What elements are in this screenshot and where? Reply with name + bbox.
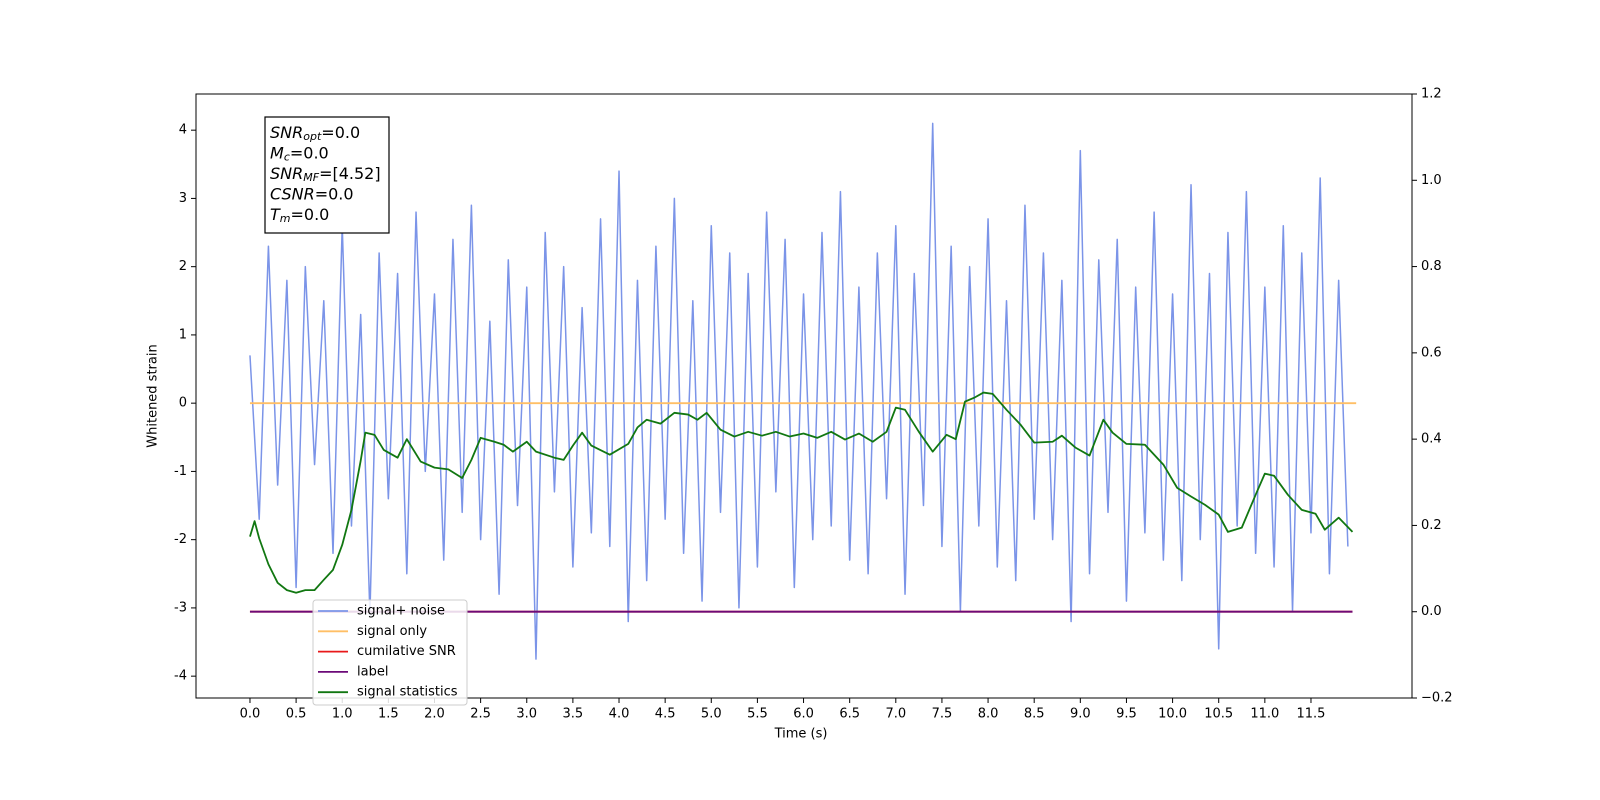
x-tick-label: 6.5 xyxy=(839,707,860,722)
annotation: SNRMF=[4.52] xyxy=(270,164,381,185)
plot-frame xyxy=(195,93,1413,699)
annotation: Mc=0.0 xyxy=(270,143,329,164)
legend-label: signal only xyxy=(357,624,427,639)
x-tick-label: 8.0 xyxy=(978,707,999,722)
y2-tick-label: −0.2 xyxy=(1421,691,1453,706)
x-tick-label: 8.5 xyxy=(1024,707,1045,722)
x-tick-label: 7.5 xyxy=(932,707,953,722)
x-tick-label: 11.5 xyxy=(1296,707,1325,722)
annotation-value: =0.0 xyxy=(291,205,330,224)
annotation-subscript: c xyxy=(284,151,290,164)
y2-tick-label: 1.2 xyxy=(1421,87,1442,102)
x-tick-label: 2.0 xyxy=(424,707,445,722)
x-tick-label: 9.0 xyxy=(1070,707,1091,722)
legend-box xyxy=(312,599,468,706)
y-axis-label: Whitened strain xyxy=(146,344,161,447)
annotation-symbol: SNR xyxy=(270,164,303,183)
y2-tick-label: 1.0 xyxy=(1421,173,1442,188)
x-tick-label: 2.5 xyxy=(470,707,491,722)
y-tick-label: 0 xyxy=(179,396,187,411)
y2-tick-label: 0.4 xyxy=(1421,432,1442,447)
annotation-value: =0.0 xyxy=(290,143,329,162)
annotation-symbol: T xyxy=(270,205,281,224)
annotation-value: =0.0 xyxy=(321,123,360,142)
x-tick-label: 0.0 xyxy=(240,707,261,722)
y-tick-label: -3 xyxy=(174,600,187,615)
x-tick-label: 6.0 xyxy=(793,707,814,722)
annotation-subscript: MF xyxy=(303,171,319,184)
x-tick-label: 1.0 xyxy=(332,707,353,722)
y-tick-label: 3 xyxy=(179,191,187,206)
legend-label: cumilative SNR xyxy=(357,644,456,659)
y-tick-label: 1 xyxy=(179,327,187,342)
x-tick-label: 7.0 xyxy=(885,707,906,722)
y-tick-label: -2 xyxy=(174,532,187,547)
annotation: SNRopt=0.0 xyxy=(270,123,360,144)
series-line xyxy=(249,391,1354,594)
legend-label: signal+ noise xyxy=(357,604,445,619)
x-tick-label: 4.5 xyxy=(655,707,676,722)
x-tick-label: 0.5 xyxy=(286,707,307,722)
x-tick-label: 10.0 xyxy=(1158,707,1187,722)
series-line xyxy=(249,122,1349,660)
annotation: CSNR=0.0 xyxy=(270,184,354,203)
y2-tick-label: 0.8 xyxy=(1421,259,1442,274)
x-tick-label: 1.5 xyxy=(378,707,399,722)
y2-tick-label: 0.6 xyxy=(1421,345,1442,360)
x-tick-label: 3.0 xyxy=(516,707,537,722)
x-tick-label: 9.5 xyxy=(1116,707,1137,722)
legend-label: signal statistics xyxy=(357,685,458,700)
legend-label: label xyxy=(357,664,388,679)
annotation-subscript: m xyxy=(280,212,291,225)
y2-tick-label: 0.0 xyxy=(1421,604,1442,619)
annotation: Tm=0.0 xyxy=(270,205,329,226)
annotation-value: =[4.52] xyxy=(319,164,381,183)
x-axis-label: Time (s) xyxy=(774,727,828,742)
x-tick-label: 3.5 xyxy=(563,707,584,722)
x-tick-label: 5.0 xyxy=(701,707,722,722)
annotation-subscript: opt xyxy=(303,130,322,143)
y-tick-label: -1 xyxy=(174,464,187,479)
y-tick-label: -4 xyxy=(174,669,187,684)
x-tick-label: 4.0 xyxy=(609,707,630,722)
y2-tick-label: 0.2 xyxy=(1421,518,1442,533)
annotation-value: =0.0 xyxy=(315,184,354,203)
annotation-symbol: CSNR xyxy=(270,184,315,203)
annotation-symbol: M xyxy=(270,143,284,162)
x-tick-label: 10.5 xyxy=(1204,707,1233,722)
annotation-symbol: SNR xyxy=(270,123,303,142)
x-tick-label: 11.0 xyxy=(1250,707,1279,722)
y-tick-label: 4 xyxy=(179,123,187,138)
y-tick-label: 2 xyxy=(179,259,187,274)
annotation-box xyxy=(264,116,390,234)
x-tick-label: 5.5 xyxy=(747,707,768,722)
